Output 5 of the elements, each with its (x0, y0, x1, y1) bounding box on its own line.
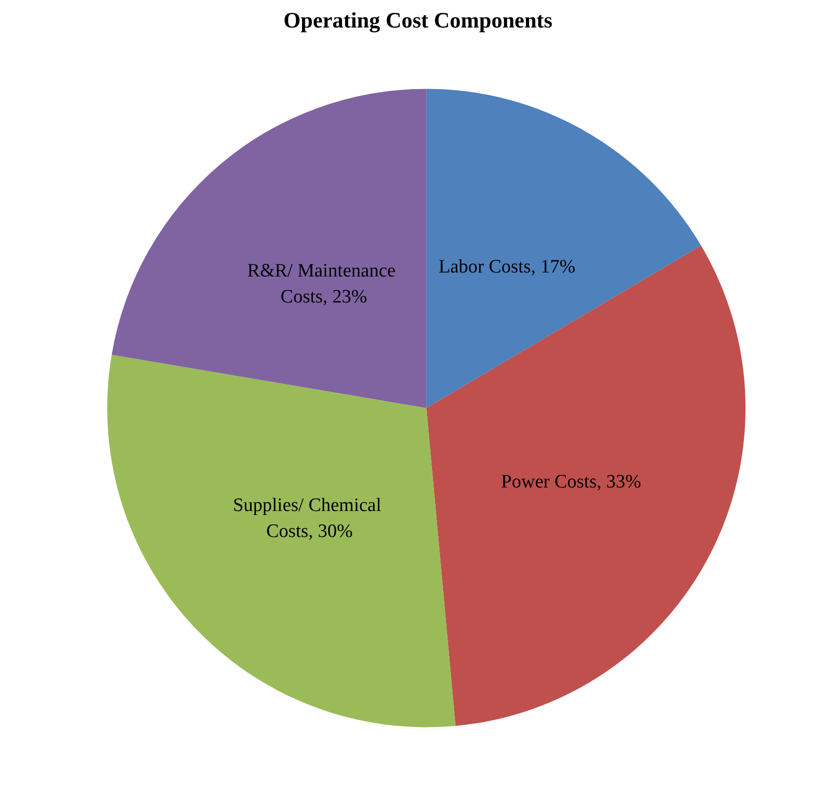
slice-label: Power Costs, 33% (501, 472, 642, 493)
slice-label: R&R/ Maintenance Costs, 23% (247, 260, 396, 308)
slice-label: Supplies/ Chemical Costs, 30% (232, 495, 382, 542)
slice-label: Labor Costs, 17% (438, 256, 576, 278)
chart-title: Operating Cost Components (284, 8, 553, 32)
